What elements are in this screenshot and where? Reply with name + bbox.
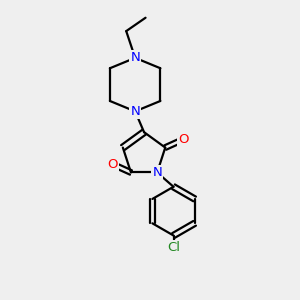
Text: N: N: [152, 166, 162, 179]
Text: O: O: [107, 158, 118, 171]
Text: O: O: [178, 133, 189, 146]
Text: Cl: Cl: [167, 242, 180, 254]
Text: N: N: [130, 51, 140, 64]
Text: N: N: [130, 105, 140, 118]
